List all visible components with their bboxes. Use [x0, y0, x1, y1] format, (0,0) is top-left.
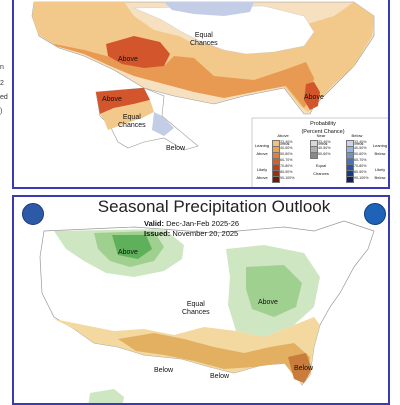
label-below-florida: Below — [294, 365, 314, 372]
label-above-alaska: Above — [102, 96, 122, 103]
legend-title-line1: Probability — [310, 121, 336, 127]
precip-below-mid-south — [118, 333, 310, 381]
legend-bin-below-3: 60-70% — [354, 157, 367, 162]
legend-bin-below-0: 33-40% — [354, 139, 367, 144]
alaska-above-dark — [96, 88, 150, 114]
edge-text-2: 2 — [0, 80, 4, 87]
below-normal-north-area — [164, 2, 254, 16]
label-equal-chances-top: Equal Chances — [190, 32, 218, 48]
label-chances-precip: Chances — [182, 309, 210, 316]
label-chances-ak: Chances — [118, 122, 146, 129]
legend-bin-below-1: 40-50% — [354, 145, 367, 150]
legend-bin-near-2: 50-60% — [318, 151, 331, 156]
legend-likely-below: Likely Below — [374, 167, 386, 180]
precip-alaska-fragment — [88, 389, 124, 403]
legend-bin-above-4: 70-80% — [280, 163, 293, 168]
above-normal-dark-southwest — [106, 36, 170, 68]
issued-value: November 20, 2025 — [172, 229, 239, 238]
label-equal: Equal — [194, 32, 213, 39]
label-equal-precip: Equal — [186, 301, 205, 308]
legend-title: Probability (Percent Chance) — [298, 120, 348, 136]
legend-bin-above-0: 33-40% — [280, 139, 293, 144]
issued-label: Issued: — [144, 229, 171, 238]
label-above-ohio: Above — [258, 299, 278, 306]
valid-value: Dec-Jan-Feb 2025-26 — [166, 219, 240, 228]
legend-swatch-near-2 — [310, 152, 318, 159]
legend-title-line2: (Percent Chance) — [301, 129, 345, 135]
above-normal-dark-florida — [304, 82, 320, 110]
legend-bin-above-1: 40-50% — [280, 145, 293, 150]
label-equal-chances-precip: Equal Chances — [182, 301, 210, 317]
label-above-florida: Above — [304, 94, 324, 101]
legend-col-above: Above Normal — [276, 133, 290, 146]
legend-bin-above-5: 80-90% — [280, 169, 293, 174]
legend-col-near: Near Normal — [314, 133, 328, 146]
legend-likely-above: Likely Above — [256, 167, 268, 180]
legend-equal-chances: Equal Chances — [313, 163, 329, 176]
label-equal-chances-alaska: Equal Chances — [118, 114, 146, 130]
alaska-below-area — [152, 112, 174, 136]
page-title: Seasonal Precipitation Outlook — [97, 197, 331, 216]
edge-text-4: ) — [0, 108, 3, 115]
label-chances: Chances — [190, 40, 218, 47]
label-below-alaska: Below — [166, 145, 186, 152]
precip-above-dark-north — [112, 235, 152, 259]
precip-below-dark-florida — [288, 353, 312, 383]
precip-above-mid-ohio — [246, 265, 302, 317]
label-above-southwest: Above — [118, 56, 138, 63]
valid-line: Valid: Dec-Jan-Feb 2025-26 — [144, 219, 239, 228]
legend-swatch-below-6 — [346, 176, 354, 183]
legend-bin-below-2: 50-60% — [354, 151, 367, 156]
noaa-logo-icon — [22, 203, 44, 225]
valid-label: Valid: — [144, 219, 165, 228]
legend-bin-above-6: 90-100% — [280, 175, 295, 180]
label-above-north: Above — [118, 249, 138, 256]
legend-bin-below-4: 70-80% — [354, 163, 367, 168]
alaska-above-light — [100, 100, 154, 130]
nws-logo-icon — [364, 203, 386, 225]
temperature-map — [31, 1, 388, 187]
edge-text-1: n — [0, 64, 4, 71]
legend-bin-above-3: 60-70% — [280, 157, 293, 162]
equal-chances-area — [133, 5, 315, 55]
legend-bin-near-1: 40-50% — [318, 145, 331, 150]
edge-text-3: ed — [0, 94, 8, 101]
legend-leaning-above: Leaning Above — [254, 143, 270, 156]
label-equal-ak: Equal — [122, 114, 141, 121]
temperature-outlook-panel: Equal Chances Above Above Above Equal Ch… — [12, 0, 390, 189]
legend-swatch-above-6 — [272, 176, 280, 183]
legend-bin-above-2: 50-60% — [280, 151, 293, 156]
issued-line: Issued: November 20, 2025 — [144, 229, 238, 238]
precipitation-map — [39, 220, 375, 403]
legend-col-below: Below Normal — [350, 133, 364, 146]
legend-bin-below-6: 90-100% — [354, 175, 369, 180]
label-below-gulf: Below — [210, 373, 230, 380]
precipitation-outlook-panel: Seasonal Precipitation Outlook Valid: De… — [12, 195, 390, 405]
legend-leaning-below: Leaning Below — [372, 143, 388, 156]
legend-bin-near-0: 33-40% — [318, 139, 331, 144]
legend-bin-below-5: 80-90% — [354, 169, 367, 174]
probability-legend: Probability (Percent Chance) Above Norma… — [252, 118, 388, 187]
label-below-southwest: Below — [154, 367, 174, 374]
